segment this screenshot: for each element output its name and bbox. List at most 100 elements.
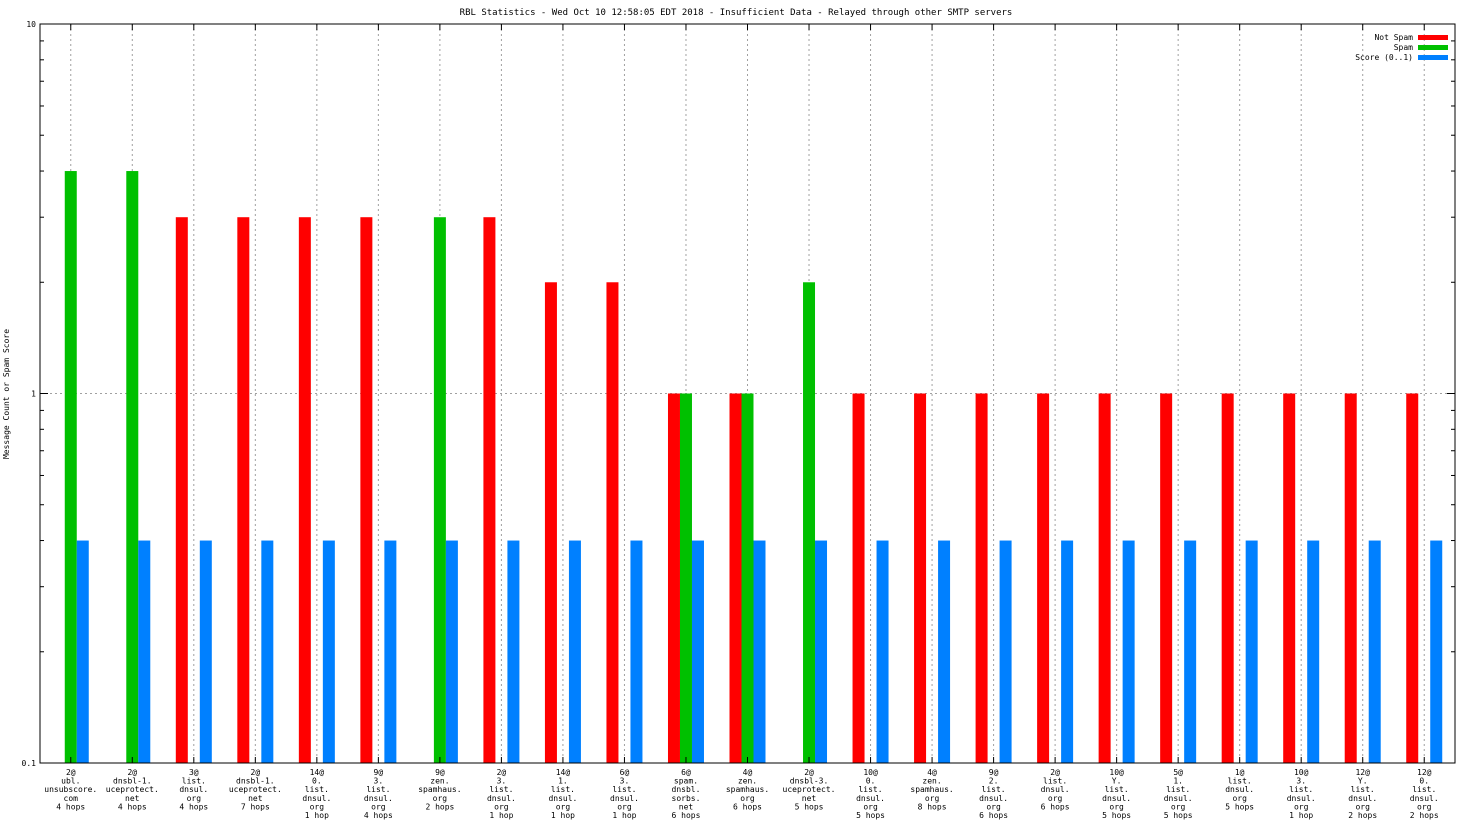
x-category-label-line: 2 hops [1348, 811, 1377, 820]
x-category-label-line: org [494, 802, 509, 811]
x-category-label-line: org [740, 794, 755, 803]
x-category-label-line: unsubscore. [44, 785, 97, 794]
x-category-label-line: 2 hops [1410, 811, 1439, 820]
x-category-label-line: 10@ [863, 768, 878, 777]
x-category-label-line: org [433, 794, 448, 803]
x-category-label-line: net [802, 794, 817, 803]
bar-not-spam-19 [1221, 393, 1234, 763]
bar-score-0-1--21 [1368, 540, 1381, 763]
x-category-label-line: 4 hops [118, 802, 147, 811]
x-category-label-line: list. [1412, 785, 1436, 794]
bar-not-spam-18 [1160, 393, 1173, 763]
bar-not-spam-21 [1344, 393, 1357, 763]
x-category-label-line: 4@ [927, 768, 937, 777]
bar-spam-1 [126, 171, 139, 764]
bar-score-0-1--0 [76, 540, 89, 763]
x-category-label-line: 0. [312, 777, 322, 786]
x-category-label-line: dnsbl-1. [113, 777, 152, 786]
x-category-label-line: net [248, 794, 263, 803]
x-category-label-line: sorbs. [672, 794, 701, 803]
legend-label-spam: Spam [1394, 43, 1413, 52]
x-category-label-line: 5 hops [856, 811, 885, 820]
x-category-label-line: 6@ [620, 768, 630, 777]
x-category-label-line: list. [182, 777, 206, 786]
bar-score-0-1--9 [630, 540, 643, 763]
x-category-label: 2@ dnsbl-1. uceprotect. net 4 hops [106, 768, 159, 811]
x-category-label-line: dnsul. [487, 794, 516, 803]
x-category-label-line: list. [366, 785, 390, 794]
x-category-label-line: 1 hop [305, 811, 329, 820]
x-category-label-line: list. [1043, 777, 1067, 786]
x-category-label-line: 2 hops [425, 802, 454, 811]
bar-score-0-1--3 [261, 540, 274, 763]
x-category-label-line: 9@ [989, 768, 999, 777]
bar-spam-0 [64, 171, 77, 764]
x-category-label-line: 2@ [497, 768, 507, 777]
x-category-label-line: 2@ [66, 768, 76, 777]
y-tick-label: 10 [26, 20, 36, 29]
x-category-label-line: 5 hops [1225, 802, 1254, 811]
x-category-label-line: dnsul. [1410, 794, 1439, 803]
bar-score-0-1--2 [199, 540, 212, 763]
x-category-label-line: list. [551, 785, 575, 794]
x-category-label: 6@ 3. list. dnsul. org 1 hop [610, 768, 639, 820]
x-category-label-line: 4 hops [179, 802, 208, 811]
x-category-label: 10@ 3. list. dnsul. org 1 hop [1287, 768, 1316, 820]
bar-spam-6 [433, 217, 446, 764]
x-category-label-line: 1@ [1235, 768, 1245, 777]
x-category-label-line: spamhaus. [910, 785, 953, 794]
x-category-label-line: org [925, 794, 940, 803]
x-category-label-line: spam. [674, 777, 698, 786]
bar-score-0-1--14 [938, 540, 951, 763]
x-category-label-line: org [1417, 802, 1432, 811]
x-category-label-line: dnsul. [548, 794, 577, 803]
x-category-label: 12@ Y. list. dnsul. org 2 hops [1348, 768, 1377, 820]
x-category-label-line: org [1232, 794, 1247, 803]
x-category-label-line: 2. [989, 777, 999, 786]
x-category-label: 2@ dnsbl-1. uceprotect. net 7 hops [229, 768, 282, 811]
bar-not-spam-4 [298, 217, 311, 764]
x-category-label-line: 2@ [251, 768, 261, 777]
x-category-label-line: 3. [620, 777, 630, 786]
x-category-label-line: 7 hops [241, 802, 270, 811]
bar-score-0-1--11 [753, 540, 766, 763]
bar-spam-11 [741, 393, 754, 763]
x-category-label-line: org [187, 794, 202, 803]
x-category-label-line: 4@ [743, 768, 753, 777]
x-category-label: 12@ 0. list. dnsul. org 2 hops [1410, 768, 1439, 820]
x-category-label-line: org [863, 802, 878, 811]
x-category-label-line: Y. [1112, 777, 1122, 786]
x-category-label-line: 6 hops [1041, 802, 1070, 811]
legend-swatch-not-spam [1418, 35, 1448, 40]
bar-score-0-1--13 [876, 540, 889, 763]
bar-score-0-1--16 [1061, 540, 1074, 763]
x-category-label-line: org [371, 802, 386, 811]
x-category-label-line: 9@ [374, 768, 384, 777]
x-category-label-line: 6 hops [733, 802, 762, 811]
x-category-label-line: 1. [1173, 777, 1183, 786]
bar-score-0-1--15 [999, 540, 1012, 763]
x-category-label-line: 4 hops [56, 802, 85, 811]
x-category-label-line: dnsul. [856, 794, 885, 803]
x-category-label-line: 5@ [1173, 768, 1183, 777]
x-category-label-line: 14@ [310, 768, 325, 777]
bar-score-0-1--7 [507, 540, 520, 763]
x-category-label: 3@ list. dnsul. org 4 hops [179, 768, 208, 811]
x-category-label-line: 3. [374, 777, 384, 786]
x-category-label-line: 6@ [681, 768, 691, 777]
bar-not-spam-3 [237, 217, 250, 764]
x-category-label-line: 2@ [1050, 768, 1060, 777]
bar-not-spam-15 [975, 393, 988, 763]
y-tick-label: 0.1 [22, 759, 37, 768]
x-category-label-line: 5 hops [1164, 811, 1193, 820]
x-category-label: 9@ 3. list. dnsul. org 4 hops [364, 768, 393, 820]
x-category-label-line: list. [1105, 785, 1129, 794]
bar-not-spam-8 [544, 282, 557, 763]
bar-not-spam-20 [1283, 393, 1296, 763]
bar-score-0-1--22 [1430, 540, 1443, 763]
bar-not-spam-2 [175, 217, 188, 764]
x-category-label: 5@ 1. list. dnsul. org 5 hops [1164, 768, 1193, 820]
x-category-label-line: org [986, 802, 1001, 811]
